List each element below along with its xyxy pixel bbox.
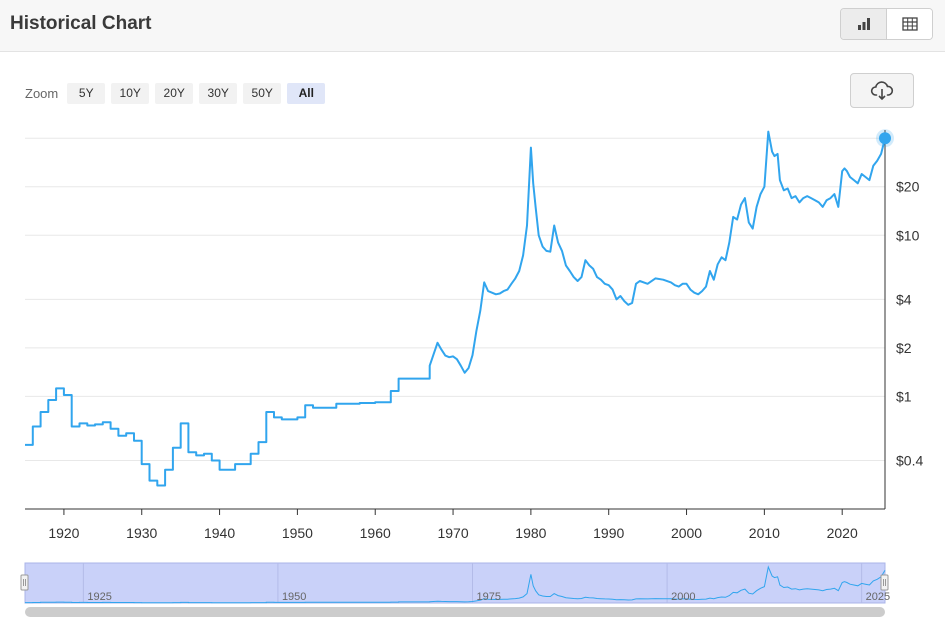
- x-tick-label: 1970: [437, 525, 468, 541]
- view-toggle: [840, 8, 933, 40]
- zoom-5y-button[interactable]: 5Y: [67, 83, 106, 104]
- bar-chart-icon: [857, 18, 870, 30]
- x-tick-label: 2020: [827, 525, 858, 541]
- last-point-marker[interactable]: [879, 132, 891, 145]
- x-tick-label: 1930: [126, 525, 157, 541]
- page-title: Historical Chart: [10, 13, 152, 34]
- navigator-label: 1925: [87, 591, 111, 603]
- y-tick-label: $2: [896, 340, 912, 356]
- zoom-30y-button[interactable]: 30Y: [199, 83, 238, 104]
- navigator-label: 2000: [671, 591, 695, 603]
- x-tick-label: 2010: [749, 525, 780, 541]
- x-tick-label: 1990: [593, 525, 624, 541]
- table-icon: [901, 17, 918, 31]
- y-tick-label: $4: [896, 291, 912, 307]
- x-tick-label: 1940: [204, 525, 235, 541]
- x-tick-label: 1950: [282, 525, 313, 541]
- x-tick-label: 1920: [48, 525, 79, 541]
- y-tick-label: $0.4: [896, 452, 923, 468]
- zoom-10y-button[interactable]: 10Y: [111, 83, 150, 104]
- y-tick-label: $20: [896, 179, 920, 195]
- navigator-left-handle[interactable]: [20, 574, 29, 591]
- cloud-download-icon: [870, 80, 894, 100]
- grid-lines: [25, 137, 885, 461]
- navigator-scrollbar[interactable]: [25, 607, 885, 617]
- navigator-axis: 1925 1950 1975 2000 2025: [87, 591, 890, 603]
- navigator-series-line: [25, 565, 886, 604]
- navigator-right-handle[interactable]: [880, 574, 889, 591]
- y-axis: $0.4 $1 $2 $4 $10 $20: [896, 179, 923, 469]
- navigator-selection[interactable]: [24, 562, 886, 604]
- x-tick-label: 1960: [360, 525, 391, 541]
- chart-header: Historical Chart: [0, 0, 945, 52]
- x-tick-label: 2000: [671, 525, 702, 541]
- chart-view-button[interactable]: [841, 9, 887, 39]
- download-button[interactable]: [850, 73, 914, 108]
- table-view-button[interactable]: [887, 9, 932, 39]
- navigator-label: 1950: [282, 591, 306, 603]
- zoom-label: Zoom: [25, 86, 59, 101]
- navigator-label: 2025: [866, 591, 890, 603]
- navigator-label: 1975: [477, 591, 501, 603]
- x-axis: 1920 1930 1940 1950 1960 1970 1980 1990 2000 2010…: [48, 509, 858, 541]
- zoom-50y-button[interactable]: 50Y: [243, 83, 282, 104]
- zoom-20y-button[interactable]: 20Y: [155, 83, 194, 104]
- zoom-all-button[interactable]: All: [287, 83, 326, 104]
- zoom-controls: Zoom 5Y 10Y 20Y 30Y 50Y All: [25, 83, 331, 104]
- y-tick-label: $10: [896, 227, 920, 243]
- series-line[interactable]: [25, 130, 886, 487]
- y-tick-label: $1: [896, 388, 912, 404]
- x-tick-label: 1980: [515, 525, 546, 541]
